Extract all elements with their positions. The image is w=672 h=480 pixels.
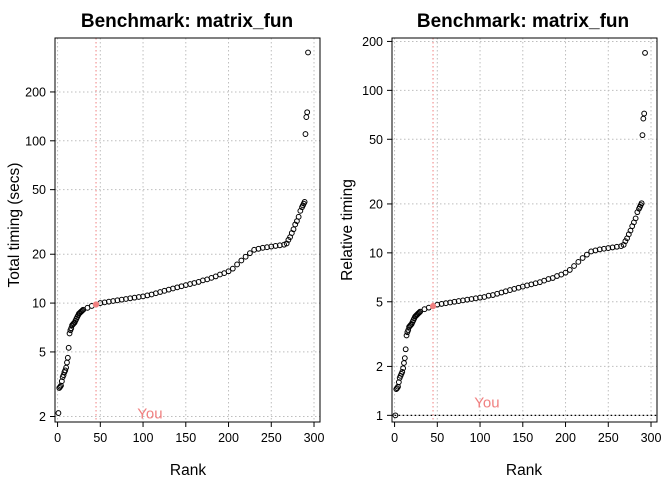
left-x-tick-label-150: 150 — [175, 431, 196, 445]
right-y-tick-label-2: 2 — [376, 360, 383, 374]
right-data-point — [584, 251, 590, 258]
right-x-tick-label-150: 150 — [512, 431, 533, 445]
right-data-point — [400, 365, 407, 372]
right-you-label: You — [474, 394, 499, 411]
right-data-point — [415, 310, 422, 317]
right-y-tick-label-20: 20 — [369, 197, 383, 211]
left-y-tick-label-5: 5 — [39, 345, 46, 359]
right-axis-ticks: 0 50 100 150 200 250 300 1 2 5 10 20 50 100 200 — [362, 35, 661, 445]
right-plot-frame — [391, 37, 658, 423]
left-y-axis-title: Total timing (secs) — [6, 163, 23, 288]
left-data-point — [292, 221, 299, 228]
left-data-point — [234, 261, 240, 268]
right-data-point — [392, 412, 399, 419]
left-y-tick-label-2: 2 — [39, 410, 46, 424]
right-data-point — [403, 332, 410, 339]
left-data-point — [66, 330, 73, 337]
left-x-tick-label-50: 50 — [93, 431, 107, 445]
right-data-point — [639, 132, 646, 139]
left-data-point — [302, 131, 309, 137]
right-y-tick-label-10: 10 — [369, 246, 383, 260]
left-data-point — [305, 49, 311, 56]
left-data-point — [65, 344, 72, 351]
left-data-point — [247, 250, 253, 257]
left-chart-title: Benchmark: matrix_fun — [81, 11, 293, 32]
left-data-point — [55, 410, 62, 416]
left-axis-ticks: 0 50 100 150 200 250 300 2 5 10 20 50 100 200 — [25, 85, 324, 445]
right-y-tick-label-50: 50 — [369, 133, 383, 147]
left-plot-frame — [54, 37, 321, 423]
left-data-point — [79, 307, 86, 314]
left-data-point — [304, 109, 311, 116]
left-points — [55, 49, 311, 416]
right-data-point — [566, 267, 573, 273]
right-y-tick-label-5: 5 — [376, 295, 383, 309]
left-x-tick-label-300: 300 — [304, 431, 325, 445]
left-data-point — [64, 359, 70, 366]
right-y-tick-label-1: 1 — [376, 409, 383, 423]
right-y-axis-title: Relative timing — [339, 179, 356, 281]
left-y-tick-label-50: 50 — [32, 183, 46, 197]
right-data-point — [417, 308, 424, 315]
right-data-point — [642, 50, 648, 56]
right-panel: Benchmark: matrix_fun Rank Relative timi… — [339, 11, 661, 479]
left-data-point — [225, 268, 232, 275]
left-x-tick-label-100: 100 — [133, 431, 154, 445]
left-data-point — [229, 265, 236, 272]
left-data-point — [57, 383, 64, 390]
right-chart-title: Benchmark: matrix_fun — [417, 11, 629, 32]
left-data-point — [62, 367, 69, 374]
right-y-tick-label-100: 100 — [362, 84, 383, 98]
right-data-point — [401, 360, 407, 366]
left-data-point — [78, 308, 85, 315]
right-data-point — [622, 238, 629, 245]
left-x-tick-label-250: 250 — [261, 431, 282, 445]
right-you-point — [429, 303, 437, 310]
right-x-tick-label-50: 50 — [430, 431, 444, 445]
left-data-point — [64, 354, 71, 361]
left-y-tick-label-10: 10 — [32, 297, 46, 311]
left-data-point — [295, 213, 302, 220]
right-x-tick-label-100: 100 — [470, 431, 491, 445]
left-x-tick-label-200: 200 — [218, 431, 239, 445]
left-y-tick-label-100: 100 — [25, 134, 46, 148]
right-x-tick-label-250: 250 — [598, 431, 619, 445]
right-y-tick-label-200: 200 — [362, 35, 383, 49]
right-x-tick-label-300: 300 — [641, 431, 662, 445]
left-you-label: You — [137, 405, 162, 422]
right-data-point — [579, 255, 586, 261]
right-points — [392, 50, 648, 419]
left-gridlines — [55, 38, 320, 422]
right-gridlines — [392, 38, 657, 422]
left-panel: Benchmark: matrix_fun Rank Total timing … — [6, 11, 324, 479]
left-data-point — [303, 114, 310, 120]
left-x-axis-title: Rank — [170, 462, 206, 479]
left-data-point — [238, 257, 245, 264]
right-data-point — [401, 355, 408, 362]
right-data-point — [402, 346, 409, 353]
left-data-point — [58, 378, 65, 385]
left-data-point — [301, 199, 308, 205]
left-y-tick-label-20: 20 — [32, 248, 46, 262]
right-data-point — [640, 115, 647, 122]
right-data-point — [638, 200, 645, 207]
right-data-point — [575, 258, 582, 265]
left-x-tick-label-0: 0 — [54, 431, 61, 445]
right-data-point — [562, 269, 569, 276]
right-x-tick-label-200: 200 — [555, 431, 576, 445]
left-data-point — [242, 253, 249, 260]
left-you-point — [92, 301, 100, 308]
left-data-point — [285, 237, 292, 243]
left-data-point — [290, 226, 297, 233]
right-data-point — [641, 110, 648, 117]
left-y-tick-label-200: 200 — [25, 85, 46, 99]
right-data-point — [407, 322, 414, 328]
right-data-point — [416, 309, 423, 316]
right-data-point — [632, 215, 639, 222]
right-x-tick-label-0: 0 — [391, 431, 398, 445]
right-data-point — [399, 369, 406, 375]
right-x-axis-title: Rank — [506, 462, 542, 479]
right-data-point — [571, 263, 577, 269]
